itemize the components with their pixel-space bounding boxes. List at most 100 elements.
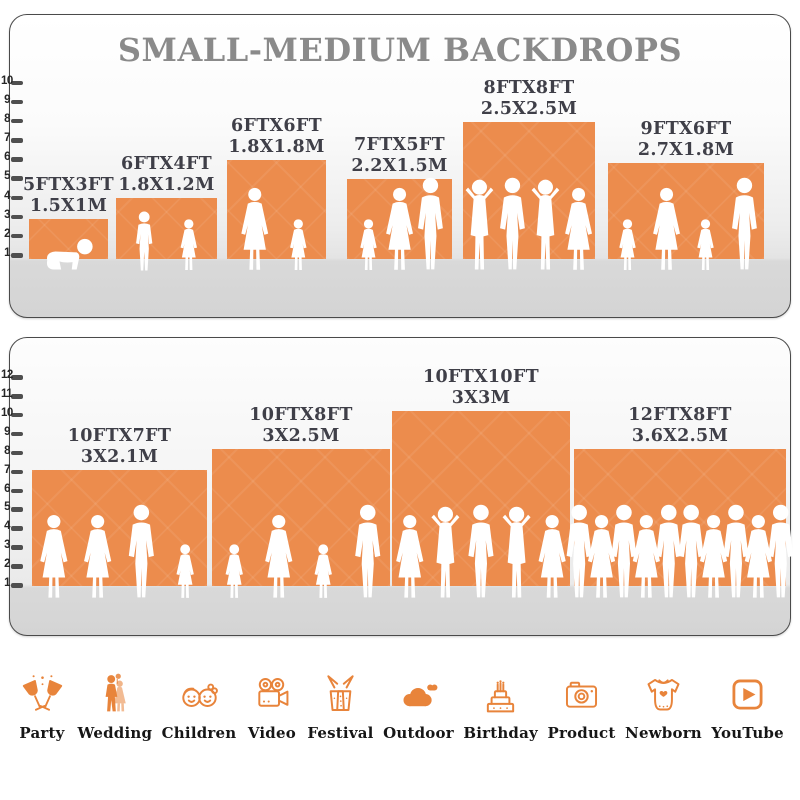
- size-ft-text: 8FTX8FT: [483, 78, 575, 98]
- people-silhouette: [566, 504, 794, 598]
- ruler-number: 10: [1, 406, 13, 419]
- party-icon: [20, 672, 65, 717]
- birthday-icon: [478, 672, 523, 717]
- ruler-number: 8: [4, 444, 10, 457]
- ruler-tick: [11, 118, 23, 124]
- video-icon: [249, 672, 294, 717]
- ruler-tick: [11, 583, 23, 588]
- ruler-tick: [11, 394, 23, 399]
- size-ft-text: 10FTX10FT: [423, 367, 539, 387]
- category-label: Video: [247, 724, 296, 742]
- size-m-text: 1.8X1.8M: [228, 137, 325, 157]
- ruler-number: 3: [4, 539, 10, 552]
- size-ft-text: 10FTX7FT: [67, 426, 172, 446]
- wedding-icon: [92, 672, 137, 717]
- backdrop-block: [212, 449, 390, 586]
- backdrop-size-label: 5FTX3FT 1.5X1M: [0, 173, 159, 217]
- size-ft-text: 7FTX5FT: [354, 135, 445, 155]
- size-m-text: 3X3M: [451, 388, 511, 408]
- ruler-number: 1: [4, 577, 10, 589]
- category-item: Wedding: [78, 672, 153, 742]
- category-item: Birthday: [463, 672, 538, 742]
- category-item: Festival: [307, 672, 373, 742]
- category-item: Children: [162, 672, 237, 742]
- ruler-number: 5: [4, 170, 10, 183]
- ruler-tick: [11, 412, 23, 418]
- size-ft-text: 6FTX6FT: [231, 116, 322, 136]
- category-label: Product: [547, 724, 616, 742]
- ruler-tick: [11, 431, 23, 437]
- ruler-tick: [11, 450, 23, 456]
- size-m-text: 2.5X2.5M: [480, 99, 578, 119]
- ruler-tick: [11, 176, 23, 181]
- size-ft-text: 5FTX3FT: [23, 175, 114, 195]
- ruler-number: 2: [4, 558, 10, 571]
- page-title: SMALL-MEDIUM BACKDROPS: [117, 31, 683, 69]
- size-m-text: 3X2.5M: [262, 426, 340, 446]
- size-m-text: 1.8X1.2M: [118, 175, 215, 195]
- size-ft-text: 6FTX4FT: [121, 154, 212, 174]
- backdrop-size-label: 10FTX10FT 3X3M: [391, 365, 571, 409]
- ruler-tick: [11, 214, 23, 220]
- ruler-number: 1: [4, 247, 10, 259]
- ruler-number: 4: [4, 520, 10, 533]
- category-label: Wedding: [77, 724, 153, 742]
- ruler-tick: [11, 488, 23, 493]
- ruler-tick: [11, 99, 23, 105]
- size-m-text: 2.7X1.8M: [637, 140, 735, 160]
- ruler-number: 12: [1, 369, 13, 382]
- category-label: Festival: [307, 724, 374, 742]
- backdrop-size-label: 12FTX8FT 3.6X2.5M: [590, 403, 770, 447]
- ruler-number: 9: [4, 93, 10, 106]
- category-label: Newborn: [625, 724, 702, 742]
- backdrop-block: [227, 160, 326, 259]
- ruler-number: 11: [1, 388, 13, 400]
- people-silhouette: [40, 504, 194, 598]
- size-m-text: 3X2.1M: [80, 447, 159, 467]
- category-label: Children: [161, 724, 237, 742]
- category-item: Product: [547, 672, 615, 742]
- category-label: Birthday: [463, 724, 538, 742]
- ruler-number: 4: [4, 189, 10, 202]
- ruler-number: 6: [4, 482, 10, 495]
- ruler-tick: [11, 138, 23, 143]
- ruler-tick: [11, 195, 23, 201]
- ruler-number: 7: [4, 463, 10, 476]
- category-item: Newborn: [625, 672, 702, 742]
- outdoor-icon: [396, 672, 441, 717]
- ruler-number: 9: [4, 425, 10, 438]
- backdrop-size-label: 6FTX6FT 1.8X1.8M: [187, 114, 367, 158]
- backdrop-block: [32, 470, 207, 586]
- size-m-text: 2.2X1.5M: [351, 156, 448, 176]
- size-ft-text: 9FTX6FT: [640, 119, 732, 139]
- ruler-number: 7: [4, 132, 10, 145]
- category-item: Outdoor: [383, 672, 454, 742]
- ruler-tick: [11, 545, 23, 550]
- ruler-number: 6: [4, 151, 10, 164]
- backdrop-size-label: 10FTX7FT 3X2.1M: [30, 424, 210, 468]
- ruler-number: 2: [4, 227, 10, 240]
- ruler-tick: [11, 507, 23, 512]
- category-label: YouTube: [711, 724, 784, 742]
- ruler-tick: [11, 253, 23, 258]
- ruler-number: 3: [4, 208, 10, 221]
- people-silhouette: [619, 177, 757, 271]
- ruler-tick: [11, 80, 23, 86]
- ruler-number: 10: [1, 74, 13, 87]
- category-item: Video: [246, 672, 298, 742]
- backdrop-size-label: 7FTX5FT 2.2X1.5M: [310, 133, 490, 177]
- backdrop-size-label: 10FTX8FT 3X2.5M: [211, 403, 391, 447]
- size-ft-text: 10FTX8FT: [249, 405, 353, 425]
- size-ft-text: 12FTX8FT: [628, 405, 732, 425]
- ruler-tick: [11, 564, 23, 569]
- ruler-tick: [11, 233, 23, 239]
- product-icon: [559, 672, 604, 717]
- newborn-icon: [641, 672, 686, 717]
- ruler-tick: [11, 157, 23, 162]
- ruler-number: 8: [4, 112, 10, 125]
- backdrop-block: [116, 198, 217, 259]
- people-silhouette: [225, 504, 381, 598]
- backdrop-size-label: 6FTX4FT 1.8X1.2M: [77, 152, 257, 196]
- ruler-number: 5: [4, 501, 10, 514]
